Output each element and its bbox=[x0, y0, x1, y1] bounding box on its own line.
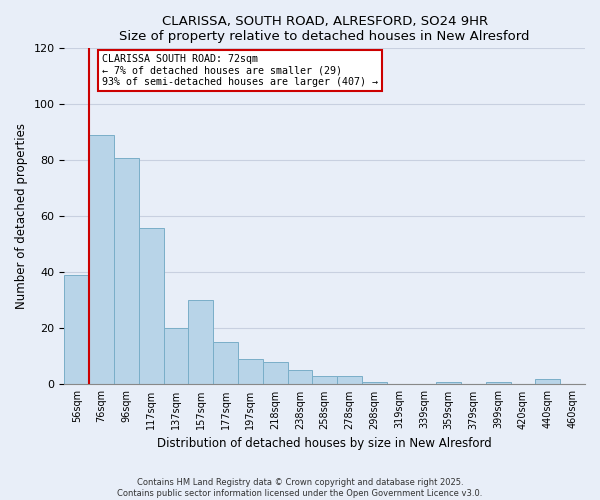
Bar bbox=[188, 300, 213, 384]
Text: CLARISSA SOUTH ROAD: 72sqm
← 7% of detached houses are smaller (29)
93% of semi-: CLARISSA SOUTH ROAD: 72sqm ← 7% of detac… bbox=[101, 54, 377, 87]
X-axis label: Distribution of detached houses by size in New Alresford: Distribution of detached houses by size … bbox=[157, 437, 492, 450]
Bar bbox=[535, 379, 560, 384]
Title: CLARISSA, SOUTH ROAD, ALRESFORD, SO24 9HR
Size of property relative to detached : CLARISSA, SOUTH ROAD, ALRESFORD, SO24 9H… bbox=[119, 15, 530, 43]
Bar bbox=[64, 275, 89, 384]
Bar bbox=[89, 135, 114, 384]
Bar bbox=[213, 342, 238, 384]
Bar bbox=[139, 228, 164, 384]
Bar bbox=[287, 370, 313, 384]
Text: Contains HM Land Registry data © Crown copyright and database right 2025.
Contai: Contains HM Land Registry data © Crown c… bbox=[118, 478, 482, 498]
Y-axis label: Number of detached properties: Number of detached properties bbox=[15, 124, 28, 310]
Bar bbox=[337, 376, 362, 384]
Bar bbox=[238, 359, 263, 384]
Bar bbox=[436, 382, 461, 384]
Bar bbox=[362, 382, 386, 384]
Bar bbox=[114, 158, 139, 384]
Bar bbox=[486, 382, 511, 384]
Bar bbox=[263, 362, 287, 384]
Bar bbox=[164, 328, 188, 384]
Bar bbox=[313, 376, 337, 384]
